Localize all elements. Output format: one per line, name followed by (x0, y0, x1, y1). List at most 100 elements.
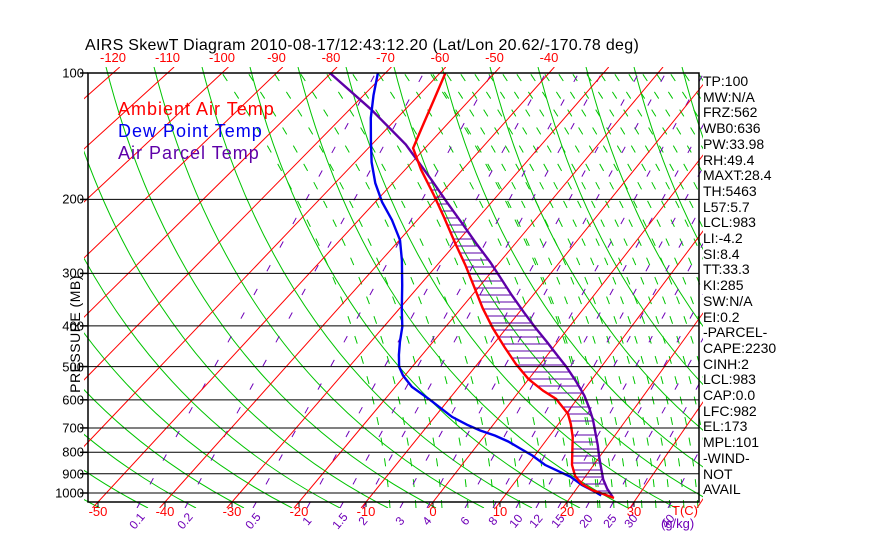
stat-line: KI:285 (703, 277, 744, 294)
top-temp-tick-label: -110 (154, 50, 181, 65)
stat-line: TP:100 (703, 73, 749, 89)
isotherm-line (84, 67, 175, 150)
dry-adiabat-line (105, 67, 437, 508)
dry-adiabat-line (84, 388, 245, 508)
mixing-ratio-line (136, 67, 380, 508)
mixing-ratio-line (609, 337, 703, 508)
pressure-tick-label: 700 (62, 420, 84, 436)
isotherm-line (0, 67, 65, 508)
mixing-ratio-line (399, 67, 643, 508)
top-temp-tick-label: -90 (267, 50, 286, 65)
stat-line: LFC:982 (703, 402, 757, 419)
dry-adiabat-line (297, 67, 629, 508)
stat-line: RH:49.4 (703, 151, 755, 168)
top-temp-tick-label: -80 (321, 50, 341, 65)
bottom-temp-tick-label: 10 (492, 504, 508, 519)
moist-adiabat-line (581, 67, 703, 295)
moist-adiabat-line (243, 67, 417, 508)
isotherm-line (427, 154, 703, 508)
bottom-temp-tick-label: 20 (559, 504, 575, 519)
mixing-ratio-unit-label: (g/kg) (661, 516, 695, 531)
dry-adiabat-line (585, 67, 703, 328)
stat-line: TT:33.3 (703, 261, 750, 278)
stat-line: LI:-4.2 (703, 230, 743, 246)
top-temp-tick-label: -70 (376, 50, 395, 65)
moist-adiabat-line (441, 67, 615, 508)
mixing-ratio-line (339, 67, 583, 508)
stat-line: -WIND- (703, 449, 750, 466)
pressure-tick-label: 400 (62, 318, 84, 334)
pressure-tick-label: 800 (62, 444, 84, 460)
ambient-air-temp-curve (411, 72, 615, 500)
top-temp-tick-label: -50 (485, 50, 504, 65)
stat-line: EL:173 (703, 418, 748, 435)
moist-adiabat-line (595, 67, 703, 261)
isotherm-line (226, 67, 610, 508)
isotherm-line (84, 67, 338, 318)
dry-adiabat-line (84, 150, 389, 508)
stat-line: PW:33.98 (703, 135, 765, 152)
moist-adiabat-line (469, 67, 643, 508)
grid-layer (0, 67, 870, 508)
dew-point-temp-curve (369, 72, 602, 497)
moist-adiabat-line (269, 67, 443, 508)
moist-adiabat-line (567, 67, 703, 333)
moist-adiabat-line (399, 67, 573, 508)
bottom-temp-tick-label: -50 (88, 504, 108, 519)
mixing-ratio-line (252, 67, 496, 508)
stat-line: AVAIL (703, 481, 741, 498)
top-temp-tick-label: -120 (99, 50, 127, 65)
isotherm-line (84, 67, 447, 448)
pressure-tick-label: 100 (62, 65, 84, 81)
plot-frame (87, 72, 700, 503)
moist-adiabat-line (425, 67, 599, 508)
bottom-temp-tick-label: -20 (289, 504, 309, 519)
bottom-temp-tick-label: 0 (429, 504, 437, 519)
moist-adiabat-line (373, 67, 547, 508)
moist-adiabat-line (483, 67, 657, 508)
stat-line: CAP:0.0 (703, 387, 756, 403)
air-parcel-temp-curve (329, 72, 614, 498)
mixing-ratio-line (426, 67, 670, 508)
mixing-ratio-line (306, 67, 550, 508)
dry-adiabat-line (153, 67, 485, 508)
dry-adiabat-line (393, 67, 703, 498)
stat-line: MPL:101 (703, 434, 760, 451)
dry-adiabat-line (826, 67, 870, 508)
moist-adiabat-line (651, 67, 703, 150)
mixing-ratio-line (464, 73, 703, 508)
stat-line: NOT (703, 465, 733, 482)
pressure-tick-label: 200 (62, 191, 84, 207)
bottom-temp-tick-label: -10 (356, 504, 376, 519)
moist-adiabat-line (455, 67, 629, 508)
stat-line: -PARCEL- (703, 324, 768, 341)
mixing-ratio-line (630, 375, 703, 508)
moist-adiabat-line (217, 67, 391, 508)
isotherm-line (159, 67, 555, 508)
stat-line: MW:N/A (703, 88, 755, 105)
moist-adiabat-line (525, 67, 699, 508)
bottom-temp-tick-label: -40 (155, 504, 175, 519)
moist-adiabat-line (321, 67, 495, 508)
moist-adiabat-line (511, 67, 685, 508)
mixing-ratio-line (515, 166, 703, 508)
pressure-tick-label: 300 (62, 265, 84, 281)
isotherm-line (0, 67, 11, 508)
stat-line: FRZ:562 (703, 104, 758, 121)
moist-adiabat-line (539, 67, 703, 441)
isotherm-line (562, 312, 703, 508)
top-temp-tick-label: -40 (539, 50, 559, 65)
moist-adiabat-line (295, 67, 469, 508)
isotherm-line (92, 67, 501, 508)
legend-item: Dew Point Temp (118, 121, 263, 141)
temp-unit-label: T(C) (672, 503, 698, 518)
mixing-ratio-line (492, 124, 703, 508)
pressure-axis-label: PRESSURE (MB) (67, 275, 83, 393)
pressure-tick-label: 900 (62, 466, 84, 482)
stat-line: MAXT:28.4 (703, 167, 772, 184)
dry-adiabat-line (633, 67, 703, 251)
moist-adiabat-line (497, 67, 671, 508)
stat-line: CAPE:2230 (703, 339, 777, 356)
